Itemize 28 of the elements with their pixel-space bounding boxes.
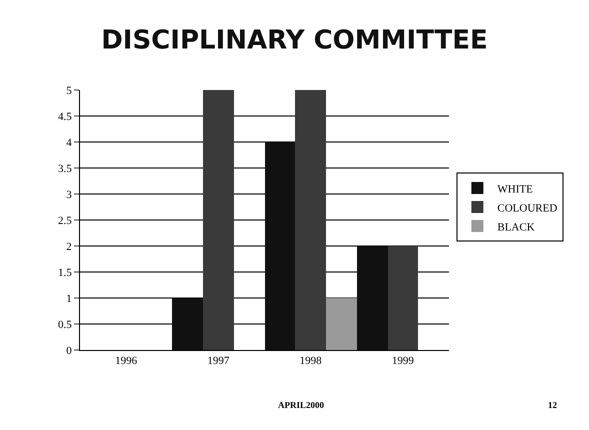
- bar: [265, 142, 295, 350]
- y-tick-label: 0: [66, 344, 72, 357]
- bar: [357, 246, 388, 350]
- bar: [388, 246, 418, 350]
- y-tick-label: 0.5: [58, 318, 72, 331]
- legend-label: WHITE: [497, 183, 534, 196]
- bar: [326, 298, 357, 350]
- x-tick-label: 1999: [392, 355, 414, 368]
- text: 12: [548, 400, 558, 410]
- y-tick-label: 3.5: [58, 162, 72, 175]
- y-tick-label: 2: [66, 240, 72, 253]
- y-tick-label: 1.5: [58, 266, 72, 279]
- y-tick-label: 4: [66, 136, 72, 149]
- text: APRIL2000: [278, 400, 324, 410]
- x-tick-label: 1998: [300, 355, 322, 368]
- bar: [172, 298, 203, 350]
- legend-label: BLACK: [497, 221, 535, 234]
- chart-title: DISCIPLINARY COMMITTEE: [101, 25, 488, 56]
- bar: [203, 90, 234, 350]
- x-tick-label: 1997: [207, 355, 230, 368]
- y-tick-label: 5: [66, 84, 72, 97]
- y-tick-label: 1: [66, 292, 72, 305]
- y-tick-label: 2.5: [58, 214, 72, 227]
- bar: [295, 90, 326, 350]
- y-tick-label: 3: [66, 188, 72, 201]
- y-tick-label: 4.5: [58, 110, 72, 123]
- legend-label: COLOURED: [497, 202, 558, 214]
- x-tick-label: 1996: [115, 355, 138, 368]
